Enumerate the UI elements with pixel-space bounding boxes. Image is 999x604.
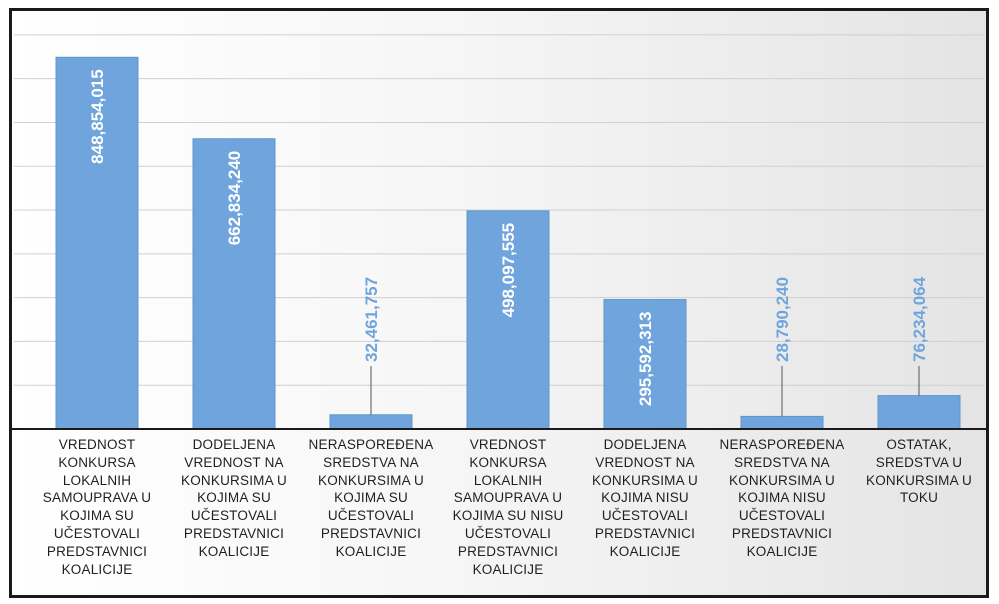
category-label: DODELJENA VREDNOST NA KONKURSIMA U KOJIM… [592, 437, 698, 559]
category-label: VREDNOST KONKURSA LOKALNIH SAMOUPRAVA U … [42, 437, 152, 577]
bar-chart: 848,854,015 662,834,240 32,461,757 498,097,… [12, 34, 986, 430]
bar [192, 138, 276, 430]
category-label: DODELJENA VREDNOST NA KONKURSIMA U KOJIM… [181, 437, 287, 559]
bar [603, 299, 687, 430]
bar [55, 56, 139, 430]
bar [466, 210, 550, 430]
data-label: 32,461,757 [362, 277, 381, 362]
bar [740, 415, 824, 430]
data-label: 295,592,313 [636, 312, 655, 407]
category-label: VREDNOST KONKURSA LOKALNIH SAMOUPRAVA U … [452, 437, 564, 577]
data-label: 662,834,240 [225, 151, 244, 246]
data-label: 848,854,015 [88, 69, 107, 164]
bar [329, 414, 413, 430]
data-label: 28,790,240 [773, 277, 792, 362]
data-label: 76,234,064 [910, 276, 929, 362]
category-label: NERASPOREĐENA SREDSTVA NA KONKURSIMA U K… [308, 437, 434, 559]
category-label: OSTATAK, SREDSTVA U KONKURSIMA U TOKU [866, 437, 972, 506]
category-label: NERASPOREĐENA SREDSTVA NA KONKURSIMA U K… [719, 437, 845, 559]
bar [877, 395, 961, 430]
data-label: 498,097,555 [499, 223, 518, 318]
chart-frame: 848,854,015 662,834,240 32,461,757 498,097,… [9, 8, 989, 598]
